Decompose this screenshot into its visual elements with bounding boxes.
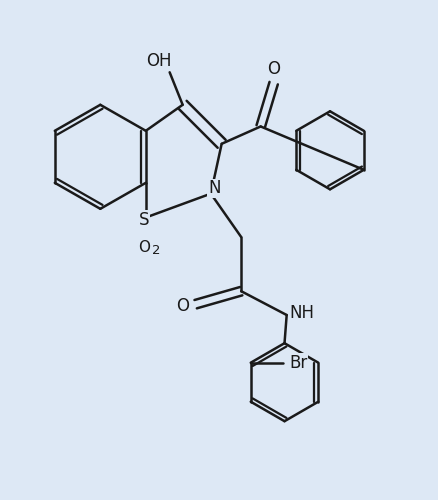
Text: O: O [267,60,279,78]
Text: Br: Br [289,354,307,372]
Text: OH: OH [146,52,171,70]
Text: O: O [176,298,189,316]
Text: NH: NH [289,304,314,322]
Text: S: S [138,210,148,228]
Text: N: N [208,180,220,198]
Text: 2: 2 [152,244,161,256]
Text: O: O [138,240,149,256]
